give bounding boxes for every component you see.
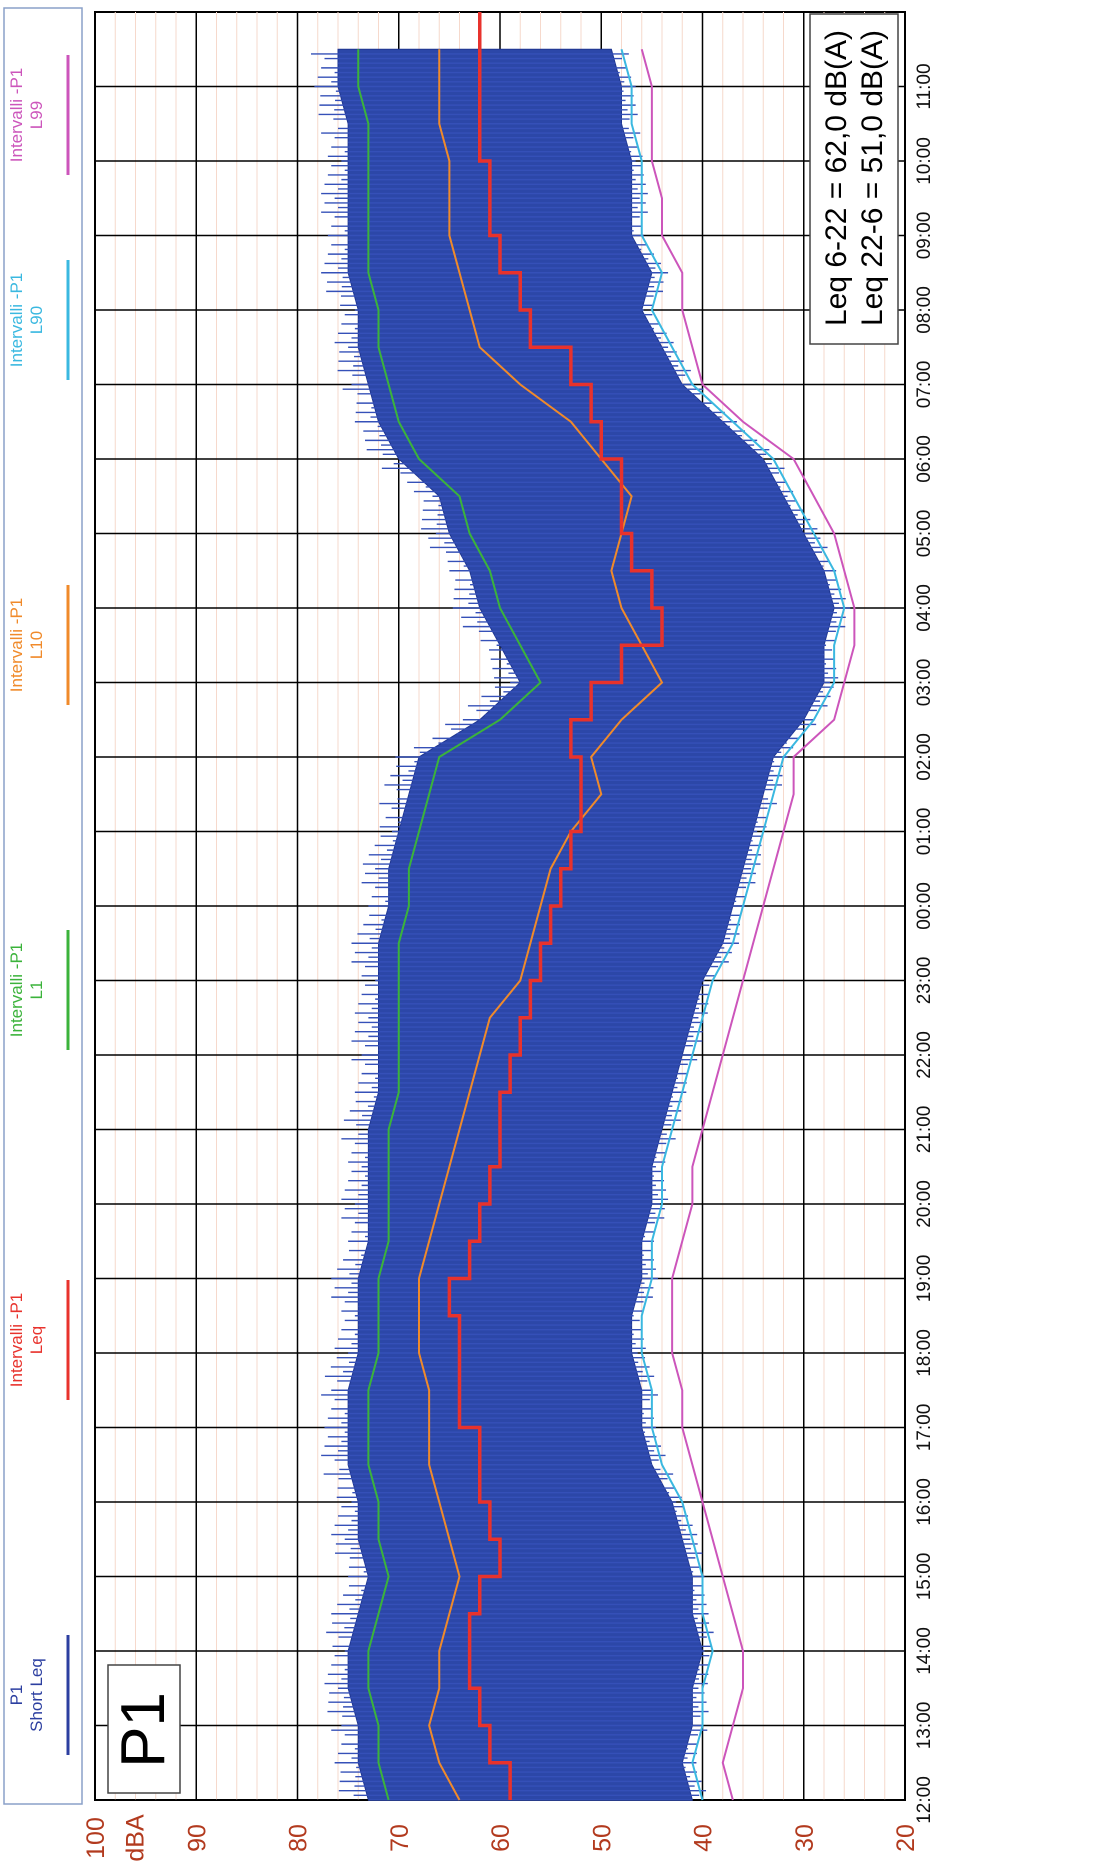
legend-label: L90 (27, 306, 46, 334)
y-tick-label: 90 (183, 1824, 211, 1852)
x-tick-label: 15:00 (914, 1553, 935, 1601)
y-tick-label: 50 (588, 1824, 616, 1852)
x-tick-label: 06:00 (914, 435, 935, 483)
x-tick-label: 04:00 (914, 584, 935, 632)
x-tick-label: 14:00 (914, 1627, 935, 1675)
x-tick-label: 18:00 (914, 1329, 935, 1377)
legend-label: L1 (27, 981, 46, 1000)
x-tick-label: 19:00 (914, 1255, 935, 1303)
y-tick-label: 20 (892, 1824, 920, 1852)
legend-label: Intervalli -P1 (7, 1293, 26, 1387)
y-tick-label: 30 (791, 1824, 819, 1852)
leq-summary-box (809, 13, 899, 345)
x-tick-label: 05:00 (914, 510, 935, 558)
x-tick-label: 10:00 (914, 137, 935, 185)
x-tick-label: 09:00 (914, 212, 935, 260)
x-tick-label: 00:00 (914, 882, 935, 930)
legend-label: L99 (27, 101, 46, 129)
y-tick-label: 60 (487, 1824, 515, 1852)
legend-label: Short Leq (27, 1658, 46, 1732)
leq-night-text: Leq 22-6 = 51,0 dB(A) (856, 30, 889, 326)
axis-ticks: 20 30 40 50 60 70 80 90 100 dBA 12:00 13:00 14:00 15:… (82, 63, 935, 1861)
legend-label: Leq (27, 1326, 46, 1354)
x-tick-label: 20:00 (914, 1180, 935, 1228)
x-tick-label: 22:00 (914, 1031, 935, 1079)
x-tick-label: 23:00 (914, 957, 935, 1005)
x-tick-label: 17:00 (914, 1404, 935, 1452)
y-tick-label: 80 (285, 1824, 313, 1852)
legend-label: L10 (27, 631, 46, 659)
x-tick-label: 21:00 (914, 1106, 935, 1154)
x-tick-label: 13:00 (914, 1702, 935, 1750)
legend-label: Intervalli -P1 (7, 598, 26, 692)
x-tick-label: 08:00 (914, 286, 935, 334)
legend-label: Intervalli -P1 (7, 68, 26, 162)
series-line-l1 (357, 49, 542, 1801)
legend-label: Intervalli -P1 (7, 273, 26, 367)
y-tick-label: 70 (386, 1824, 414, 1852)
chart-title: P1 (109, 1692, 178, 1768)
leq-day-text: Leq 6-22 = 62,0 dB(A) (820, 30, 853, 326)
x-tick-label: 11:00 (914, 63, 935, 109)
annotations: P1 Leq 6-22 = 62,0 dB(A) Leq 22-6 = 51,0 d… (107, 13, 899, 1794)
x-tick-label: 07:00 (914, 361, 935, 409)
x-tick-label: 01:00 (914, 808, 935, 856)
x-tick-label: 03:00 (914, 659, 935, 707)
y-tick-label: 40 (690, 1824, 718, 1852)
legend-label: Intervalli -P1 (7, 943, 26, 1037)
y-axis-label: dBA (122, 1814, 150, 1862)
series-line-l99 (640, 48, 856, 1801)
series-line-l10 (418, 49, 664, 1801)
x-tick-label: 02:00 (914, 733, 935, 781)
x-tick-label: 16:00 (914, 1478, 935, 1526)
title-box (107, 1664, 181, 1794)
series-line-l90 (620, 48, 846, 1801)
y-tick-label: 100 (82, 1817, 110, 1859)
x-tick-label: 12:00 (914, 1776, 935, 1824)
series-line-leq (447, 12, 664, 1800)
plot-area (94, 11, 906, 1801)
legend-label: P1 (7, 1685, 26, 1706)
